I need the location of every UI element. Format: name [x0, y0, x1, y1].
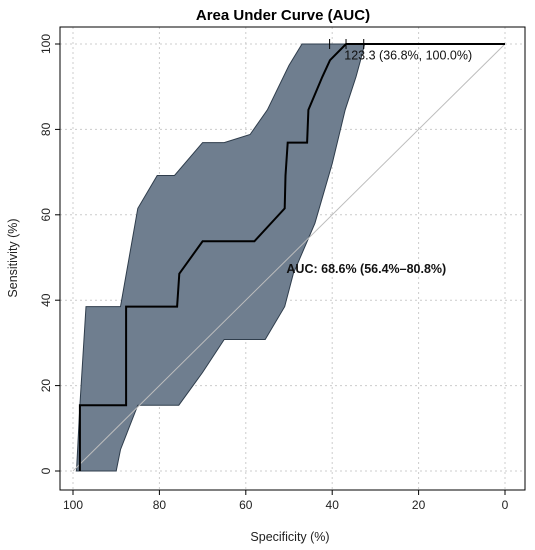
confidence-band-area — [75, 43, 505, 472]
roc-curve — [78, 39, 505, 471]
x-tick-label: 80 — [153, 498, 167, 512]
annotations: 123.3 (36.8%, 100.0%) AUC: 68.6% (56.4%–8… — [286, 49, 472, 276]
chart-title: Area Under Curve (AUC) — [196, 7, 370, 24]
x-tick-label: 60 — [239, 498, 253, 512]
y-tick-label: 80 — [39, 122, 53, 136]
roc-curve-line — [78, 43, 505, 471]
y-tick-label: 0 — [39, 467, 53, 474]
plot-frame — [59, 26, 526, 491]
y-tick-label: 100 — [39, 34, 53, 54]
axis-ticks: 100 80 60 40 20 0 0 20 40 60 80 100 — [39, 34, 509, 512]
annotation-label: 123.3 (36.8%, 100.0%) — [344, 49, 472, 63]
y-tick-label: 40 — [39, 293, 53, 307]
y-tick-label: 20 — [39, 379, 53, 393]
reference-diagonal — [72, 43, 506, 472]
x-tick-label: 0 — [502, 498, 509, 512]
annotation-label: AUC: 68.6% (56.4%–80.8%) — [286, 262, 446, 276]
x-tick-label: 40 — [326, 498, 340, 512]
reference-line — [72, 43, 506, 472]
x-tick-label: 20 — [412, 498, 426, 512]
x-tick-label: 100 — [63, 498, 83, 512]
plot-border — [59, 26, 526, 491]
x-axis-label: Specificity (%) — [250, 530, 329, 544]
y-axis-label: Sensitivity (%) — [6, 218, 20, 297]
confidence-band — [75, 43, 505, 472]
y-tick-label: 60 — [39, 208, 53, 222]
